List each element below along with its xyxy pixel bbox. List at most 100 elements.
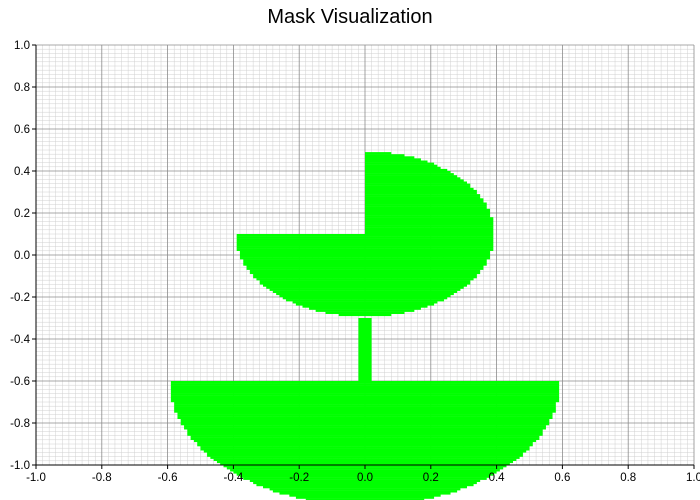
mask-cell [365,223,494,226]
mask-cell [365,217,494,220]
mask-cell [292,301,438,304]
mask-cell [197,441,533,445]
mask-cell [365,196,481,199]
mask-cell [365,194,481,197]
mask-cell [365,210,491,214]
mask-cell [246,267,484,270]
mask-cell [239,257,491,260]
mask-cell [365,213,491,216]
mask-cell [239,252,491,256]
mask-cell [207,452,523,455]
mask-cell [236,473,494,476]
mask-cell [365,166,441,170]
mask-cell [243,263,487,266]
mask-cell [365,187,474,191]
mask-cell [269,288,461,291]
mask-cell [243,261,487,264]
mask-region-quarter-circle [365,152,494,235]
mask-cell [239,250,491,254]
y-tick-label: 0.4 [14,166,31,178]
mask-cell [236,236,494,239]
mask-cell [216,460,514,464]
mask-cell [236,240,494,243]
mask-cell [365,229,494,233]
mask-cell [246,265,484,268]
mask-region-lower-half-circle [236,234,494,317]
mask-cell [263,486,467,489]
mask-cell [239,255,491,258]
mask-cell [180,420,550,424]
mask-cell [177,412,553,415]
x-tick-label: -0.6 [158,472,178,484]
x-tick-label: 1.0 [686,472,700,484]
mask-cell [174,404,556,407]
y-tick-label: 0.6 [14,124,30,136]
mask-region-stem [358,318,372,381]
mask-cell [236,248,494,251]
mask-cell [365,168,448,172]
chart-title: Mask Visualization [267,6,433,28]
y-tick-label: 0.0 [14,250,30,262]
mask-cell [243,477,487,480]
mask-cell [190,437,540,440]
mask-cell [365,177,461,180]
y-tick-label: -0.4 [10,334,30,346]
x-tick-label: 0.4 [489,472,506,484]
x-tick-label: -1.0 [26,472,46,484]
mask-cell [170,395,560,398]
mask-cell [197,444,533,447]
mask-cell [236,242,494,245]
mask-cell [282,297,448,300]
mask-cell [177,414,553,417]
mask-cell [358,318,372,381]
mask-cell [365,192,477,195]
mask-cell [289,494,441,497]
mask-cell [365,179,464,182]
mask-cell [177,416,553,419]
mask-cell [236,244,494,247]
mask-cell [272,490,458,493]
mask-cell [365,189,477,193]
mask-cell [365,181,467,184]
y-tick-label: -0.2 [10,292,30,304]
mask-cell [174,408,556,411]
mask-cell [184,425,546,428]
mask-cell [170,381,560,384]
x-tick-label: 0.6 [554,472,570,484]
mask-cell [210,456,520,459]
mask-cell [236,234,494,237]
mask-cell [365,154,405,157]
mask-cell [365,183,471,186]
y-tick-labels: 1.0 0.8 0.6 0.4 0.2 0.0 -0.2 -0.4 -0.6 -0.8 -1.0 [10,40,36,472]
mask-cell [170,399,560,403]
x-tick-label: 0.8 [620,472,636,484]
mask-cell [365,175,458,178]
mask-cell [213,458,517,461]
mask-cell [295,303,435,306]
mask-cell [309,307,421,310]
mask-cell [256,483,474,487]
mask-cell [286,299,444,302]
mask-cell [365,158,421,161]
mask-cell [180,423,550,426]
y-tick-label: 0.2 [14,208,30,220]
mask-cell [253,276,477,279]
mask-cell [174,410,556,413]
x-tick-label: -0.2 [289,472,309,484]
mask-cell [276,292,454,296]
mask-cell [207,454,523,457]
mask-cell [325,311,405,314]
mask-cell [236,246,494,249]
mask-cell [365,215,491,218]
x-tick-label: 0.0 [357,472,373,484]
x-tick-label: -0.8 [92,472,112,484]
mask-cell [263,284,467,287]
mask-cell [230,469,500,472]
mask-cell [315,309,415,312]
mask-cell [249,479,481,482]
y-tick-label: -0.6 [10,376,30,388]
mask-cell [174,402,556,405]
mask-cell [200,446,530,449]
mask-cell [365,225,494,228]
